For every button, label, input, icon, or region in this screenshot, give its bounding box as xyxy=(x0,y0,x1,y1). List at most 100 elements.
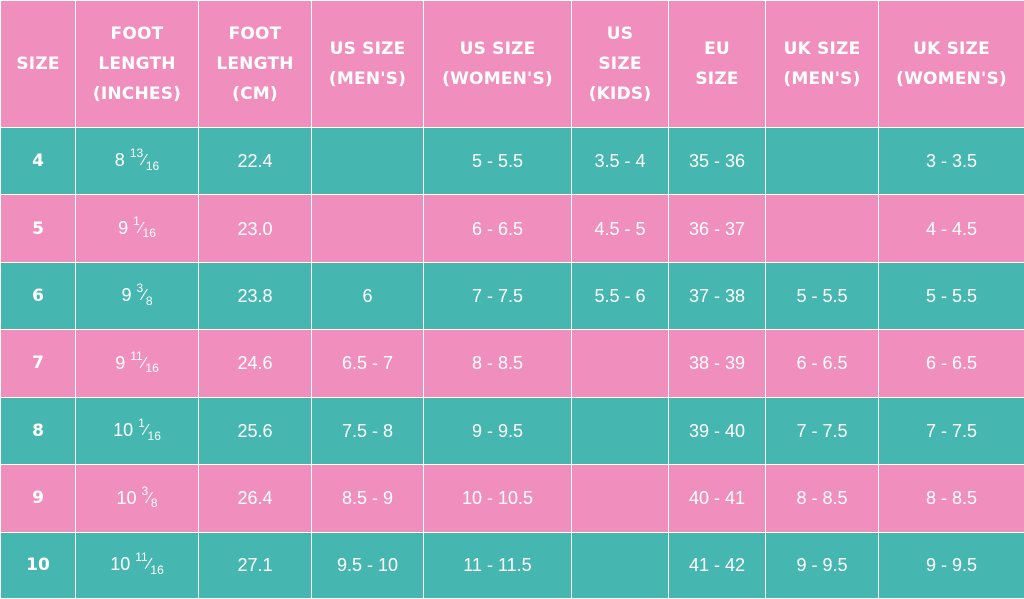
header-text: SIZE xyxy=(695,69,739,89)
us-men-cell: 6 xyxy=(311,261,424,331)
inch-fraction: 13⁄16 xyxy=(129,146,160,173)
fraction-numerator: 3 xyxy=(136,281,144,296)
us-men-cell: 8.5 - 9 xyxy=(311,464,424,533)
foot-length-cm-cell: 26.4 xyxy=(198,464,312,533)
size-cell: 6 xyxy=(0,261,76,331)
header-uk-women: UK SIZE (WOMEN'S) xyxy=(878,0,1024,128)
eu-size-cell: 40 - 41 xyxy=(668,464,766,533)
us-women-cell: 5 - 5.5 xyxy=(423,126,572,196)
fraction-numerator: 11 xyxy=(135,550,148,565)
table-row-size-6: 6 9 3⁄8 23.8 6 7 - 7.5 5.5 - 6 37 - 38 5… xyxy=(0,261,1024,331)
header-us-kids: US SIZE (KIDS) xyxy=(571,0,669,128)
us-women-cell: 9 - 9.5 xyxy=(423,396,572,466)
uk-men-cell xyxy=(765,194,879,263)
header-text: LENGTH xyxy=(98,54,176,74)
eu-size-cell: 35 - 36 xyxy=(668,126,766,196)
header-text: LENGTH xyxy=(216,54,294,74)
header-text: US SIZE xyxy=(329,39,406,59)
uk-men-cell: 7 - 7.5 xyxy=(765,396,879,466)
inch-fraction: 11⁄16 xyxy=(130,348,159,376)
foot-length-inches-cell: 10 11⁄16 xyxy=(75,531,199,599)
header-row: SIZE FOOT LENGTH (INCHES) FOOT LENGTH (CM) U… xyxy=(0,0,1024,128)
fraction-denominator: 8 xyxy=(145,293,153,308)
header-text: (WOMEN'S) xyxy=(442,69,553,89)
fraction-denominator: 16 xyxy=(145,361,159,376)
inch-fraction: 11⁄16 xyxy=(135,550,164,578)
us-women-cell: 7 - 7.5 xyxy=(423,261,572,331)
header-text: FOOT xyxy=(110,24,164,44)
us-kids-cell: 3.5 - 4 xyxy=(571,126,669,196)
header-text: (MEN'S) xyxy=(328,69,407,89)
inch-whole: 9 xyxy=(118,217,129,238)
foot-length-cm-cell: 24.6 xyxy=(198,329,312,398)
uk-women-cell: 4 - 4.5 xyxy=(878,194,1024,263)
header-eu-size: EU SIZE xyxy=(668,0,766,128)
fraction-denominator: 16 xyxy=(150,563,164,578)
table-row-size-7: 7 9 11⁄16 24.6 6.5 - 7 8 - 8.5 38 - 39 6… xyxy=(0,329,1024,398)
table-row-size-9: 9 10 3⁄8 26.4 8.5 - 9 10 - 10.5 40 - 41 … xyxy=(0,464,1024,533)
us-men-cell: 7.5 - 8 xyxy=(311,396,424,466)
fraction-numerator: 11 xyxy=(130,348,143,363)
table-row-size-8: 8 10 1⁄16 25.6 7.5 - 8 9 - 9.5 39 - 40 7… xyxy=(0,396,1024,466)
foot-length-inches-cell: 10 1⁄16 xyxy=(75,396,199,466)
uk-women-cell: 7 - 7.5 xyxy=(878,396,1024,466)
header-text: US SIZE xyxy=(459,39,536,59)
size-cell: 8 xyxy=(0,396,76,466)
eu-size-cell: 38 - 39 xyxy=(668,329,766,398)
eu-size-cell: 37 - 38 xyxy=(668,261,766,331)
inch-fraction: 3⁄8 xyxy=(136,281,153,308)
us-men-cell xyxy=(311,194,424,263)
inch-fraction: 1⁄16 xyxy=(138,416,161,443)
inch-whole: 9 xyxy=(121,285,132,306)
eu-size-cell: 36 - 37 xyxy=(668,194,766,263)
header-size: SIZE xyxy=(0,0,76,128)
table-row-size-4: 4 8 13⁄16 22.4 5 - 5.5 3.5 - 4 35 - 36 3… xyxy=(0,126,1024,196)
header-text: (WOMEN'S) xyxy=(896,69,1007,89)
foot-length-inches-cell: 10 3⁄8 xyxy=(75,464,199,533)
us-kids-cell xyxy=(571,329,669,398)
table-row-size-5: 5 9 1⁄16 23.0 6 - 6.5 4.5 - 5 36 - 37 4 … xyxy=(0,194,1024,263)
header-text: (MEN'S) xyxy=(783,69,861,89)
eu-size-cell: 39 - 40 xyxy=(668,396,766,466)
uk-men-cell: 6 - 6.5 xyxy=(765,329,879,398)
fraction-denominator: 8 xyxy=(150,496,158,511)
us-kids-cell: 4.5 - 5 xyxy=(571,194,669,263)
us-women-cell: 8 - 8.5 xyxy=(423,329,572,398)
foot-length-cm-cell: 27.1 xyxy=(198,531,312,599)
header-text: US xyxy=(606,24,634,44)
size-cell: 5 xyxy=(0,194,76,263)
uk-men-cell: 9 - 9.5 xyxy=(765,531,879,599)
foot-length-inches-cell: 9 3⁄8 xyxy=(75,261,199,331)
us-men-cell xyxy=(311,126,424,196)
size-cell: 10 xyxy=(0,531,76,599)
header-text: FOOT xyxy=(228,24,282,44)
fraction-numerator: 13 xyxy=(129,146,144,161)
inch-whole: 8 xyxy=(114,150,125,171)
header-text: EU xyxy=(704,39,730,59)
uk-women-cell: 3 - 3.5 xyxy=(878,126,1024,196)
fraction-numerator: 1 xyxy=(133,213,140,228)
us-kids-cell xyxy=(571,531,669,599)
inch-whole: 9 xyxy=(115,352,126,373)
header-text: SIZE xyxy=(16,54,60,74)
foot-length-cm-cell: 25.6 xyxy=(198,396,312,466)
inch-fraction: 3⁄8 xyxy=(141,483,158,511)
header-text: SIZE xyxy=(598,54,642,74)
us-men-cell: 6.5 - 7 xyxy=(311,329,424,398)
header-text: (KIDS) xyxy=(588,84,652,104)
uk-women-cell: 5 - 5.5 xyxy=(878,261,1024,331)
fraction-numerator: 3 xyxy=(141,483,149,498)
header-text: UK SIZE xyxy=(783,39,861,59)
uk-women-cell: 8 - 8.5 xyxy=(878,464,1024,533)
inch-whole: 10 xyxy=(116,487,137,508)
us-women-cell: 6 - 6.5 xyxy=(423,194,572,263)
foot-length-inches-cell: 9 11⁄16 xyxy=(75,329,199,398)
us-women-cell: 11 - 11.5 xyxy=(423,531,572,599)
us-kids-cell: 5.5 - 6 xyxy=(571,261,669,331)
inch-whole: 10 xyxy=(110,554,131,575)
foot-length-cm-cell: 22.4 xyxy=(198,126,312,196)
header-foot-length-cm: FOOT LENGTH (CM) xyxy=(198,0,312,128)
us-kids-cell xyxy=(571,464,669,533)
eu-size-cell: 41 - 42 xyxy=(668,531,766,599)
